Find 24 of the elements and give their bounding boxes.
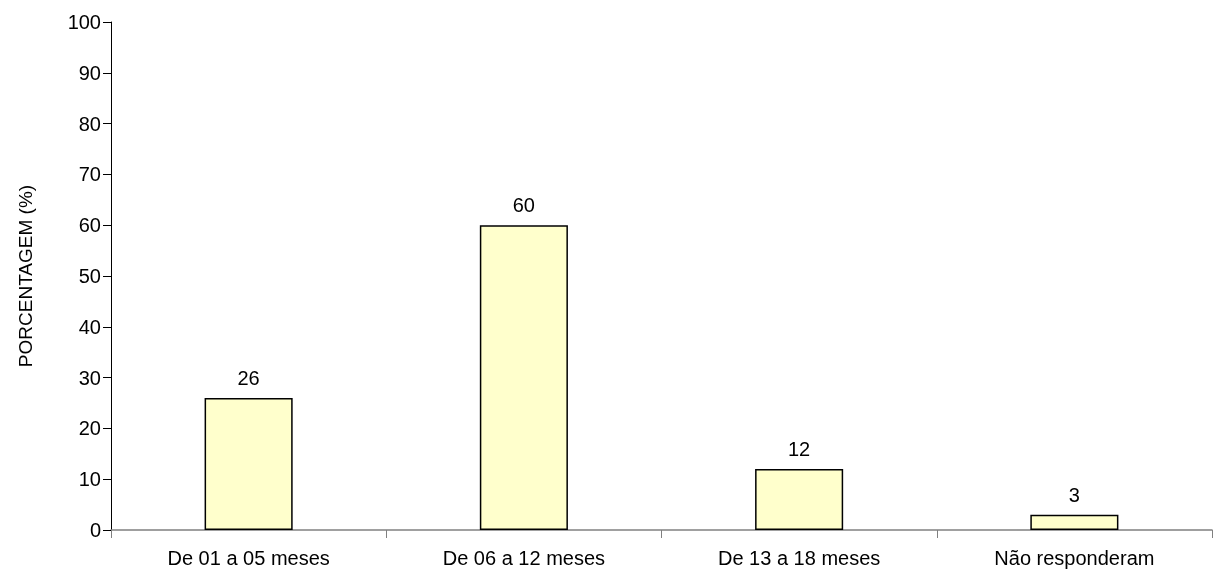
y-tick-label: 100 bbox=[67, 11, 101, 33]
x-tick-label: De 01 a 05 meses bbox=[167, 547, 330, 569]
y-tick-label: 40 bbox=[78, 315, 101, 338]
y-tick-label: 20 bbox=[78, 417, 101, 440]
bar bbox=[1030, 514, 1119, 530]
bar bbox=[479, 225, 568, 530]
y-tick-label: 90 bbox=[78, 61, 101, 84]
data-label: 3 bbox=[1068, 483, 1080, 506]
bar bbox=[755, 469, 844, 530]
x-tick-label: De 06 a 12 meses bbox=[442, 547, 606, 569]
y-tick-label: 60 bbox=[78, 214, 101, 237]
y-axis-title: PORCENTAGEM (%) bbox=[15, 184, 36, 368]
x-tick-label: De 13 a 18 meses bbox=[717, 547, 881, 569]
y-tick-label: 70 bbox=[78, 163, 101, 186]
data-label: 60 bbox=[512, 194, 535, 217]
y-tick-label: 80 bbox=[78, 112, 101, 135]
y-tick-label: 0 bbox=[89, 519, 101, 541]
y-tick-label: 30 bbox=[78, 366, 101, 389]
data-label: 12 bbox=[788, 438, 811, 461]
bar bbox=[204, 397, 293, 530]
y-tick-label: 10 bbox=[78, 468, 101, 491]
y-tick-label: 50 bbox=[78, 265, 101, 287]
x-tick-label: Não responderam bbox=[994, 547, 1155, 569]
data-label: 26 bbox=[237, 366, 260, 389]
